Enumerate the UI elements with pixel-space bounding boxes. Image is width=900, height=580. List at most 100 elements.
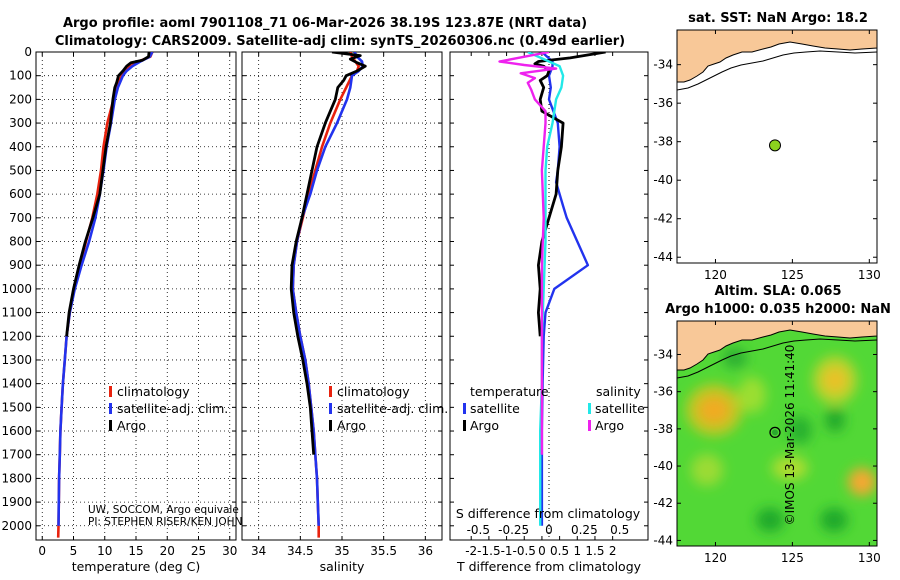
y-tick-label: 1800	[1, 471, 32, 485]
legend-swatch-climatology	[109, 386, 112, 397]
sla-blob	[738, 377, 766, 413]
legend-swatch-argo	[109, 420, 112, 431]
sst-map-content	[677, 30, 877, 91]
depth-contour	[677, 50, 877, 91]
y-tick-label: -34	[653, 58, 673, 72]
sla-map-title-line2: Argo h1000: 0.035 h2000: NaN	[665, 302, 891, 317]
x-tick-label: 120	[704, 551, 727, 565]
legend-label-argo: Argo	[337, 418, 366, 433]
land-mass	[677, 321, 877, 371]
legend-swatch-temp-satellite	[463, 403, 466, 414]
y-tick-label: 0	[24, 45, 32, 59]
y-tick-label: 200	[9, 92, 32, 106]
x-tick-label: 5	[70, 544, 78, 558]
sla-blob	[691, 454, 723, 486]
figure-title-line2: Climatology: CARS2009. Satellite-adj cli…	[55, 34, 625, 49]
x-tick-label: 130	[858, 551, 881, 565]
legend-swatch-sal-satellite	[588, 403, 591, 414]
y-tick-label: -42	[653, 212, 673, 226]
sla-heatmap	[677, 321, 877, 546]
credit-text: UW, SOCCOM, Argo equivale	[88, 504, 239, 516]
x-tick-label: 15	[128, 544, 143, 558]
sla-blob	[825, 408, 845, 432]
x-tick-label: 20	[160, 544, 175, 558]
y-tick-label: 1200	[1, 329, 32, 343]
x-tick-label: 34	[251, 544, 266, 558]
legend-label-climatology: climatology	[337, 384, 410, 399]
x-tick-label: 35	[334, 544, 349, 558]
y-tick-label: -44	[653, 533, 673, 547]
x-tick-label: 120	[704, 268, 727, 282]
top-x-tick-label: -0.25	[498, 523, 529, 537]
sla-blob	[820, 508, 848, 532]
y-tick-label: 1900	[1, 495, 32, 509]
x-tick-label: 125	[781, 268, 804, 282]
difference-ticks: -2 -1.5 -1 -0.5 0 0.5 1 1.5 2-0.5 -0.25 0 0.25 0.5	[450, 51, 648, 558]
y-tick-label: -42	[653, 496, 673, 510]
sla-map-title-line1: Altim. SLA: 0.065	[715, 284, 842, 299]
sst-map-ticks: 120 125 130 -34 -36 -38 -40 -42 -44	[653, 30, 881, 282]
y-tick-label: 1100	[1, 306, 32, 320]
temperature-xlabel: temperature (deg C)	[72, 559, 201, 574]
salinity-panel: 34 34.5 35 35.5 36 climatology satellite-adj…	[241, 51, 448, 574]
x-tick-label: -2	[465, 544, 477, 558]
legend-label-temp-argo: Argo	[470, 418, 499, 433]
legend-label-temp-satellite: satellite	[470, 401, 520, 416]
argo-float-marker-fill	[772, 429, 778, 436]
sst-map-border	[676, 29, 878, 264]
sla-blob	[848, 468, 876, 496]
x-tick-label: 36	[418, 544, 433, 558]
legend-heading-temperature: temperature	[470, 384, 549, 399]
x-tick-label: 2	[609, 544, 617, 558]
difference-top-xlabel: S difference from climatology	[456, 506, 641, 521]
legend-swatch-satellite	[329, 403, 332, 414]
top-x-tick-label: -0.5	[467, 523, 490, 537]
x-tick-label: 0	[38, 544, 46, 558]
y-tick-label: 100	[9, 69, 32, 83]
depth-contour	[677, 338, 877, 379]
x-tick-label: -0.5	[513, 544, 536, 558]
y-tick-label: -40	[653, 173, 673, 187]
y-tick-label: -44	[653, 250, 673, 264]
y-tick-label: 1700	[1, 448, 32, 462]
y-tick-label: -38	[653, 422, 673, 436]
argo-float-marker	[769, 139, 781, 152]
legend-swatch-temp-argo	[463, 420, 466, 431]
x-tick-label: -1	[501, 544, 513, 558]
y-tick-label: 600	[9, 187, 32, 201]
argo-float-marker	[769, 426, 781, 439]
x-tick-label: 0	[538, 544, 546, 558]
x-tick-label: 34.5	[287, 544, 314, 558]
timestamp-text: ©IMOS 13-Mar-2026 11:41:40	[783, 345, 797, 526]
x-tick-label: 0.5	[550, 544, 569, 558]
sst-map-title: sat. SST: NaN Argo: 18.2	[688, 11, 868, 26]
series-line-temperature-argo	[533, 52, 606, 337]
legend-label-satellite: satellite-adj. clim.	[337, 401, 448, 416]
y-tick-label: -34	[653, 347, 673, 361]
legend-label-sal-argo: Argo	[595, 418, 624, 433]
difference-panel: -2 -1.5 -1 -0.5 0 0.5 1 1.5 2-0.5 -0.25 0 0.25 0.5 t…	[449, 51, 649, 574]
x-tick-label: 125	[781, 551, 804, 565]
sla-blob	[772, 456, 808, 480]
y-tick-label: 400	[9, 140, 32, 154]
y-tick-label: 500	[9, 163, 32, 177]
sla-blob	[788, 416, 812, 444]
x-tick-label: 130	[858, 268, 881, 282]
land-mass	[677, 30, 877, 83]
salinity-grid	[242, 51, 442, 540]
y-tick-label: -38	[653, 135, 673, 149]
y-tick-label: -40	[653, 459, 673, 473]
salinity-xlabel: salinity	[320, 559, 365, 574]
legend-swatch-sal-argo	[588, 420, 591, 431]
sla-blob	[756, 508, 784, 532]
difference-xlabel: T difference from climatology	[456, 559, 642, 574]
x-tick-label: 30	[222, 544, 237, 558]
figure-title-line1: Argo profile: aoml 7901108_71 06-Mar-202…	[63, 16, 587, 31]
sla-map-border	[676, 320, 878, 547]
difference-legend: temperature salinity satellite Argo sate…	[463, 384, 645, 433]
x-tick-label: 10	[97, 544, 112, 558]
legend-label-sal-satellite: satellite	[595, 401, 645, 416]
x-tick-label: 35.5	[370, 544, 397, 558]
temperature-panel: 0 5 10 15 20 25 300100200300400500600700800900…	[1, 45, 242, 574]
